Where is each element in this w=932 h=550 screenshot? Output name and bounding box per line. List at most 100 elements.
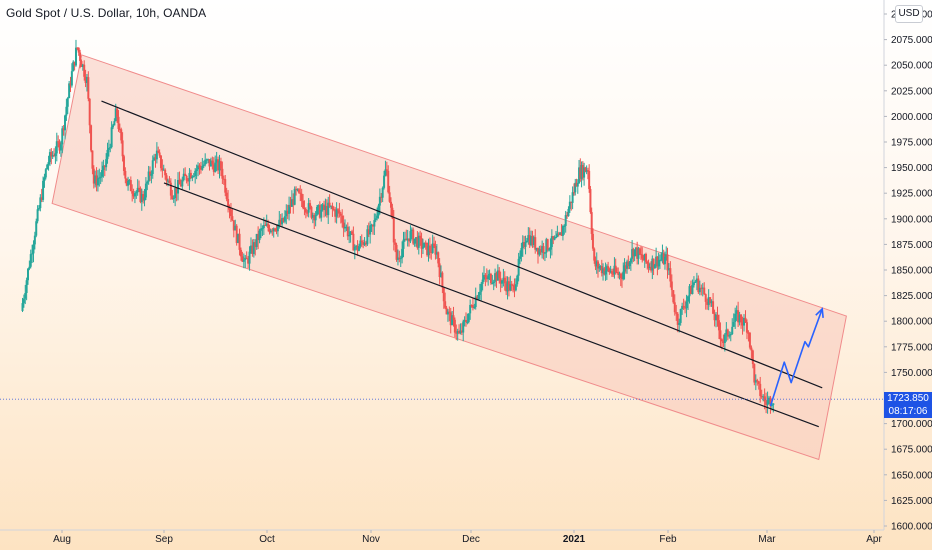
- candle-body: [728, 335, 731, 337]
- candle-body: [232, 220, 235, 231]
- candle-body: [623, 265, 626, 272]
- candle-body: [489, 273, 492, 284]
- candle: [94, 170, 97, 188]
- candle: [462, 319, 465, 342]
- candle: [467, 313, 470, 324]
- candle-body: [713, 313, 716, 321]
- candle: [603, 266, 606, 276]
- candle: [231, 208, 234, 222]
- candle: [62, 125, 65, 136]
- candle: [338, 202, 341, 218]
- candle: [409, 225, 412, 244]
- candle-body: [675, 312, 678, 314]
- candle: [766, 391, 769, 414]
- candle-body: [54, 153, 57, 157]
- candle: [88, 98, 91, 134]
- candle: [535, 247, 538, 252]
- candle-body: [622, 271, 625, 280]
- candle: [128, 179, 131, 185]
- lower-trendline[interactable]: [163, 182, 819, 428]
- candle-body: [573, 192, 575, 194]
- candle-body: [485, 277, 488, 280]
- candle: [172, 195, 175, 203]
- candle: [489, 272, 492, 285]
- candle: [335, 202, 338, 224]
- y-tick-label: 1850.000: [891, 266, 932, 277]
- candle-body: [194, 170, 197, 177]
- candle-body: [514, 284, 517, 291]
- candle-body: [731, 326, 734, 335]
- candle-body: [68, 83, 71, 99]
- candle-body: [144, 183, 147, 198]
- candle: [146, 180, 149, 191]
- candle: [288, 196, 291, 221]
- candle: [406, 229, 409, 247]
- candle-body: [44, 169, 47, 178]
- candle: [194, 168, 197, 184]
- candle: [408, 238, 411, 247]
- candle-body: [637, 248, 640, 259]
- candle-body: [290, 199, 293, 207]
- currency-button[interactable]: USD: [895, 5, 923, 23]
- candle: [524, 235, 527, 255]
- candle: [697, 275, 700, 294]
- candle: [395, 242, 398, 262]
- projection-path[interactable]: [769, 308, 823, 407]
- candle-body: [446, 311, 449, 315]
- candle-body: [682, 305, 685, 308]
- candle: [339, 211, 342, 224]
- candle-body: [513, 285, 516, 291]
- candle: [685, 294, 688, 318]
- candle: [413, 238, 416, 247]
- candle: [441, 271, 444, 294]
- candle: [741, 316, 744, 335]
- candle-body: [681, 305, 684, 310]
- candle-body: [373, 220, 376, 227]
- candle: [666, 247, 669, 279]
- candle-body: [402, 239, 405, 249]
- candle: [154, 153, 157, 168]
- candle-body: [363, 242, 366, 245]
- candle-body: [448, 311, 451, 313]
- candle: [523, 236, 526, 250]
- candle: [667, 263, 670, 276]
- candle-body: [21, 303, 24, 311]
- candle-body: [247, 258, 250, 264]
- candle-body: [303, 207, 306, 210]
- candle-body: [688, 286, 691, 297]
- candle: [521, 235, 524, 258]
- candle-body: [255, 233, 258, 247]
- candle-body: [121, 140, 124, 157]
- candle: [337, 208, 340, 219]
- candle: [79, 49, 82, 69]
- candle-body: [595, 261, 598, 267]
- candle-body: [709, 297, 712, 304]
- candle: [579, 158, 582, 182]
- candle: [567, 206, 570, 217]
- candle-body: [349, 231, 352, 236]
- candle-body: [95, 175, 98, 186]
- x-tick-label: Oct: [259, 534, 275, 545]
- candle-body: [575, 182, 578, 187]
- candle-body: [484, 275, 487, 278]
- candle-body: [703, 287, 706, 295]
- candle-body: [723, 334, 726, 344]
- candle: [237, 233, 240, 244]
- bar-countdown-label: 08:17:06: [884, 405, 932, 419]
- candle: [537, 247, 540, 264]
- candle: [591, 228, 594, 251]
- candle: [29, 249, 32, 269]
- candle-body: [390, 201, 392, 208]
- candle-body: [505, 283, 508, 292]
- candle-body: [455, 332, 458, 334]
- candle-body: [576, 183, 579, 187]
- candle: [118, 123, 121, 133]
- upper-trendline[interactable]: [101, 100, 823, 389]
- candle: [550, 229, 553, 256]
- candle: [542, 242, 545, 260]
- candle: [652, 258, 655, 276]
- candle-body: [525, 240, 528, 243]
- candle: [527, 227, 530, 245]
